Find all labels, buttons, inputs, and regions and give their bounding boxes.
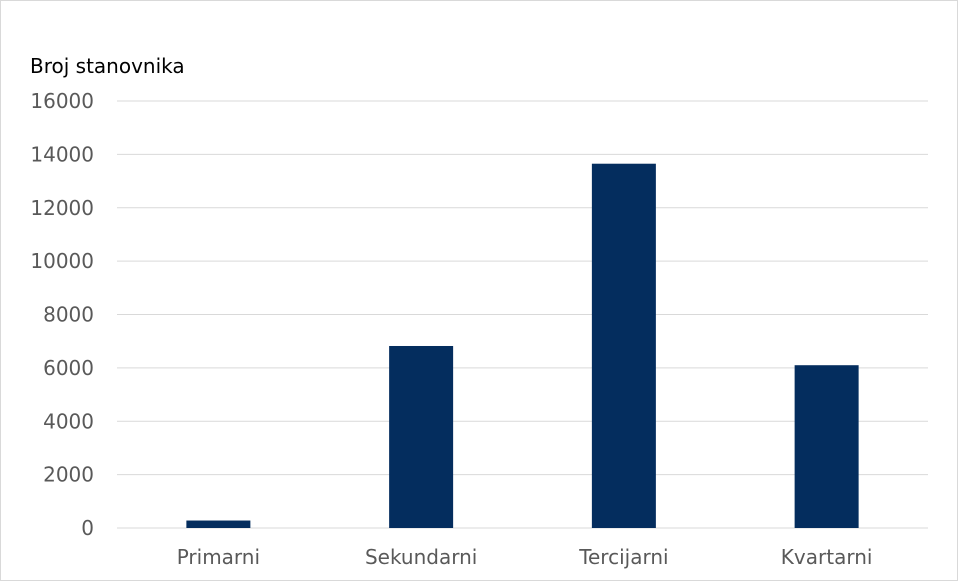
bar-kvartarni	[794, 365, 859, 528]
bar-primarni	[186, 520, 251, 528]
y-tick-labels: 0 2000 4000 6000 8000 10000 12000 14000 16000	[30, 89, 94, 540]
x-tick-labels: Primarni Sekundarni Tercijarni Kvartarni	[177, 545, 873, 569]
x-tick-label: Sekundarni	[365, 545, 477, 569]
y-tick-label: 6000	[43, 356, 94, 380]
y-tick-label: 10000	[30, 249, 94, 273]
y-tick-label: 14000	[30, 142, 94, 166]
y-tick-label: 8000	[43, 303, 94, 327]
bar-tercijarni	[591, 163, 656, 528]
x-tick-label: Tercijarni	[578, 545, 668, 569]
y-tick-label: 4000	[43, 409, 94, 433]
x-tick-label: Primarni	[177, 545, 260, 569]
y-tick-label: 16000	[30, 89, 94, 113]
y-tick-label: 12000	[30, 196, 94, 220]
gridlines	[117, 100, 928, 529]
bars	[186, 163, 859, 528]
x-tick-label: Kvartarni	[781, 545, 873, 569]
y-tick-label: 2000	[43, 463, 94, 487]
bar-sekundarni	[389, 345, 454, 528]
y-axis-title: Broj stanovnika	[30, 54, 185, 78]
y-tick-label: 0	[81, 516, 94, 540]
